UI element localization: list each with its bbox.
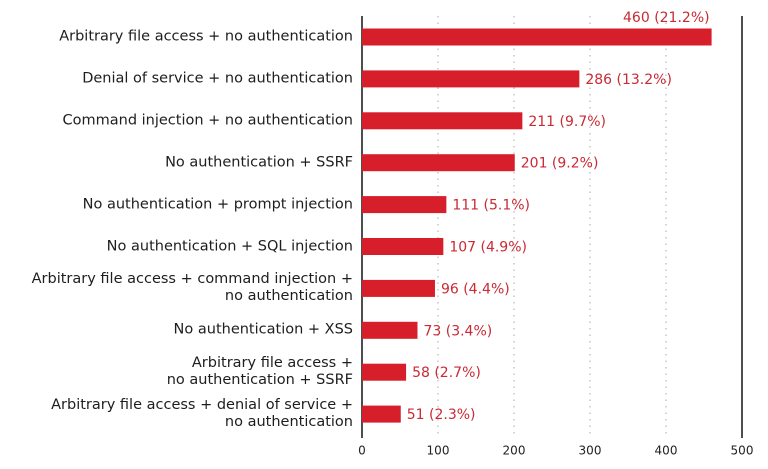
bar [362, 405, 401, 423]
category-label: No authentication + XSS [173, 321, 353, 338]
bar [362, 154, 515, 172]
value-label: 111 (5.1%) [452, 198, 530, 214]
value-label: 73 (3.4%) [423, 323, 492, 339]
value-label: 58 (2.7%) [412, 365, 481, 381]
x-tick-label: 0 [358, 444, 366, 458]
value-label: 51 (2.3%) [407, 407, 476, 423]
value-label: 460 (21.2%) [623, 10, 710, 26]
value-label: 201 (9.2%) [521, 156, 599, 172]
bar [362, 279, 435, 297]
category-label: No authentication + SQL injection [106, 238, 353, 254]
bar [362, 363, 407, 381]
value-label: 107 (4.9%) [449, 240, 527, 256]
category-label: Arbitrary file access + no authenticatio… [59, 28, 353, 45]
x-tick-label: 300 [579, 444, 602, 458]
value-label: 211 (9.7%) [528, 114, 606, 130]
category-label: No authentication + SSRF [165, 154, 353, 171]
bar [362, 196, 447, 214]
category-label: No authentication + prompt injection [82, 196, 353, 213]
x-tick-label: 200 [503, 444, 526, 458]
bar [362, 70, 580, 88]
x-tick-label: 100 [427, 444, 450, 458]
bar [362, 112, 523, 130]
category-label: Arbitrary file access + command injectio… [31, 271, 353, 305]
bar [362, 238, 444, 255]
category-label: Arbitrary file access + no authenticatio… [166, 355, 353, 389]
x-tick-label: 400 [655, 444, 678, 458]
value-label: 96 (4.4%) [441, 281, 510, 297]
bar [362, 28, 712, 46]
value-label: 286 (13.2%) [585, 72, 672, 88]
bar [362, 321, 418, 339]
x-tick-label: 500 [731, 444, 754, 458]
category-label: Denial of service + no authentication [82, 70, 353, 87]
category-label: Arbitrary file access + denial of servic… [51, 397, 353, 431]
category-label: Command injection + no authentication [62, 112, 354, 129]
